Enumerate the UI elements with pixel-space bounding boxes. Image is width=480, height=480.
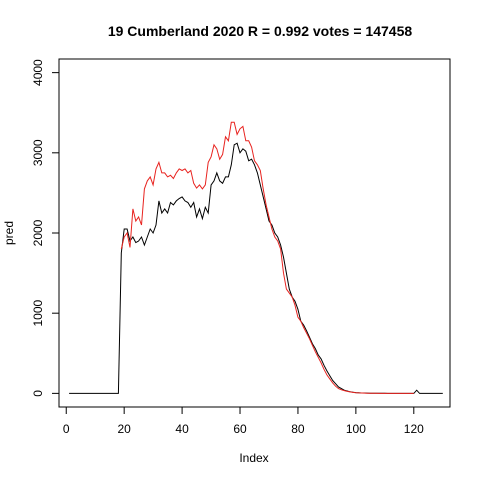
y-axis: 0 1000 2000 3000 4000 <box>31 59 60 397</box>
series-line-2 <box>120 121 414 394</box>
x-axis-label: Index <box>239 451 268 465</box>
x-tick-label: 100 <box>346 422 366 436</box>
y-tick-label: 0 <box>31 390 45 397</box>
x-tick-label: 120 <box>404 422 424 436</box>
y-axis-label: pred <box>2 221 16 245</box>
series-layer <box>69 121 443 394</box>
y-tick-label: 3000 <box>31 139 45 166</box>
x-axis: 0 20 40 60 80 100 120 <box>63 406 424 436</box>
x-tick-label: 0 <box>63 422 70 436</box>
plot-frame <box>58 58 451 408</box>
x-tick-label: 80 <box>291 422 305 436</box>
x-tick-label: 40 <box>175 422 189 436</box>
y-tick-label: 4000 <box>31 59 45 86</box>
x-tick-label: 20 <box>117 422 131 436</box>
y-tick-label: 2000 <box>31 219 45 246</box>
y-tick-label: 1000 <box>31 300 45 327</box>
x-tick-label: 60 <box>233 422 247 436</box>
series-line-1 <box>69 142 443 394</box>
chart-title: 19 Cumberland 2020 R = 0.992 votes = 147… <box>108 23 413 39</box>
